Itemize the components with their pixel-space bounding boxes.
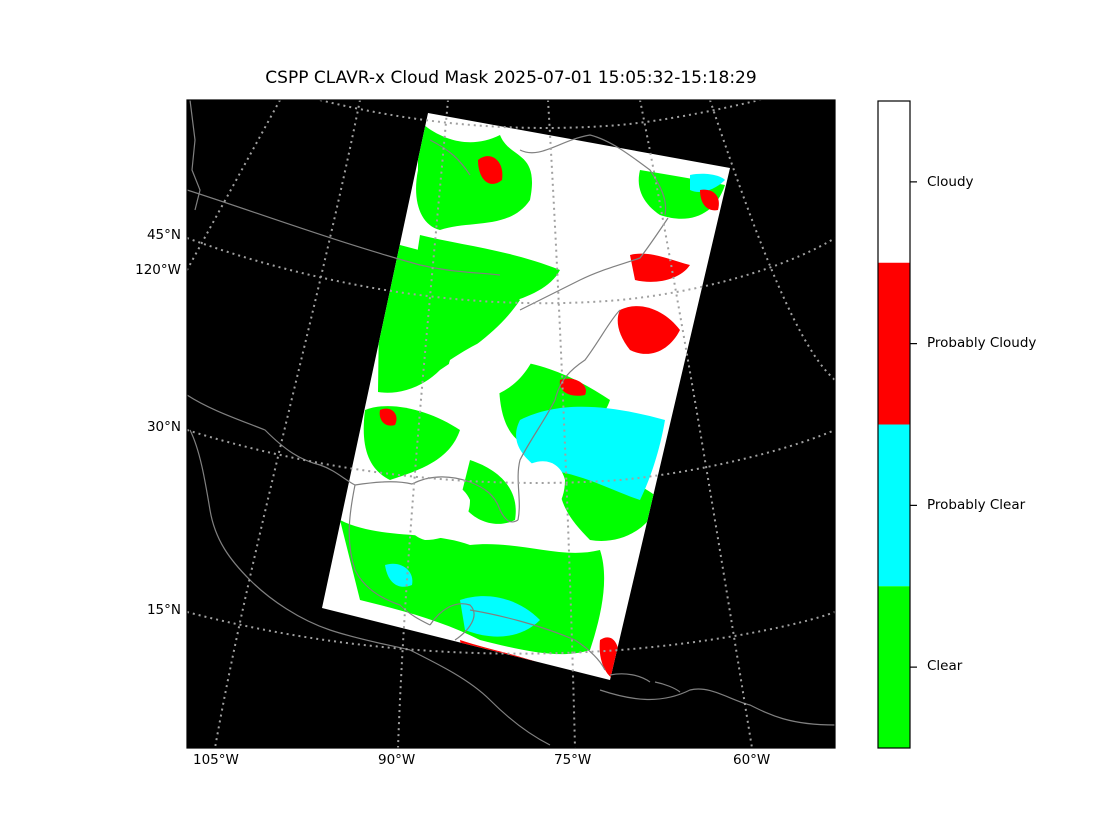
lon-label-75w: 75°W <box>554 752 592 768</box>
colorbar-segment-cloudy <box>878 101 910 263</box>
st-lawrence-coast <box>429 134 667 216</box>
cuba-coast <box>469 609 606 671</box>
gridline-lon-120 <box>187 100 281 271</box>
colorbar-label-cloudy: Cloudy <box>927 174 974 190</box>
coastlines <box>187 100 835 746</box>
probably-cloudy-region <box>617 306 680 354</box>
clear-region <box>416 120 533 230</box>
atlantic-coast <box>517 309 621 521</box>
colorbar-segment-clear <box>878 586 910 748</box>
probably-cloudy-region <box>478 156 503 184</box>
colorbar-label-probably-clear: Probably Clear <box>927 497 1026 513</box>
lat-label-30: 30°N <box>146 419 181 435</box>
coastline-west <box>189 100 201 211</box>
gridline-lat-30 <box>187 429 835 484</box>
gridline-lat-15 <box>187 611 835 655</box>
lat-label-45: 45°N <box>146 227 181 243</box>
gridline-lat-45 <box>187 237 835 305</box>
yucatan-coast <box>429 603 475 641</box>
cloudy-region <box>448 331 540 400</box>
probably-clear-region <box>690 173 725 192</box>
map-frame <box>186 99 836 749</box>
clear-region <box>410 235 560 305</box>
lon-label-120w: 120°W <box>135 262 181 278</box>
colorbar-segment-probably-cloudy <box>878 262 910 425</box>
probably-clear-region <box>516 406 665 500</box>
gridline-lon-60 <box>639 100 753 748</box>
colorbar <box>878 101 917 748</box>
graticule <box>187 100 835 748</box>
mexico-east-coast <box>348 484 431 626</box>
map-title: CSPP CLAVR-x Cloud Mask 2025-07-01 15:05… <box>265 68 757 88</box>
cloudy-region <box>518 461 565 520</box>
probably-cloudy-region <box>379 408 397 426</box>
colorbar-frame <box>877 100 911 749</box>
colorbar-label-clear: Clear <box>927 658 963 674</box>
cloud-mask-regions <box>340 120 725 680</box>
us-mexico-border <box>187 394 356 486</box>
colorbar-label-probably-cloudy: Probably Cloudy <box>927 335 1037 351</box>
cloudy-region <box>402 479 470 540</box>
caribbean-islands <box>609 673 681 693</box>
us-canada-border <box>187 189 501 276</box>
lon-label-105w: 105°W <box>193 752 239 768</box>
colorbar-segment-probably-clear <box>878 424 910 587</box>
map-layers <box>187 100 835 748</box>
lat-label-15: 15°N <box>146 602 181 618</box>
south-america-coast <box>599 688 835 726</box>
lon-label-90w: 90°W <box>378 752 416 768</box>
probably-cloudy-region <box>559 378 586 396</box>
probably-clear-region <box>385 563 413 587</box>
gridline-lon-75 <box>547 100 576 748</box>
gridline-lat-55 <box>319 100 764 129</box>
lon-label-60w: 60°W <box>733 752 771 768</box>
probably-cloudy-region <box>630 253 690 282</box>
probably-cloudy-region <box>700 189 719 211</box>
great-lakes-coast <box>519 217 669 311</box>
central-america-coast <box>409 649 551 746</box>
